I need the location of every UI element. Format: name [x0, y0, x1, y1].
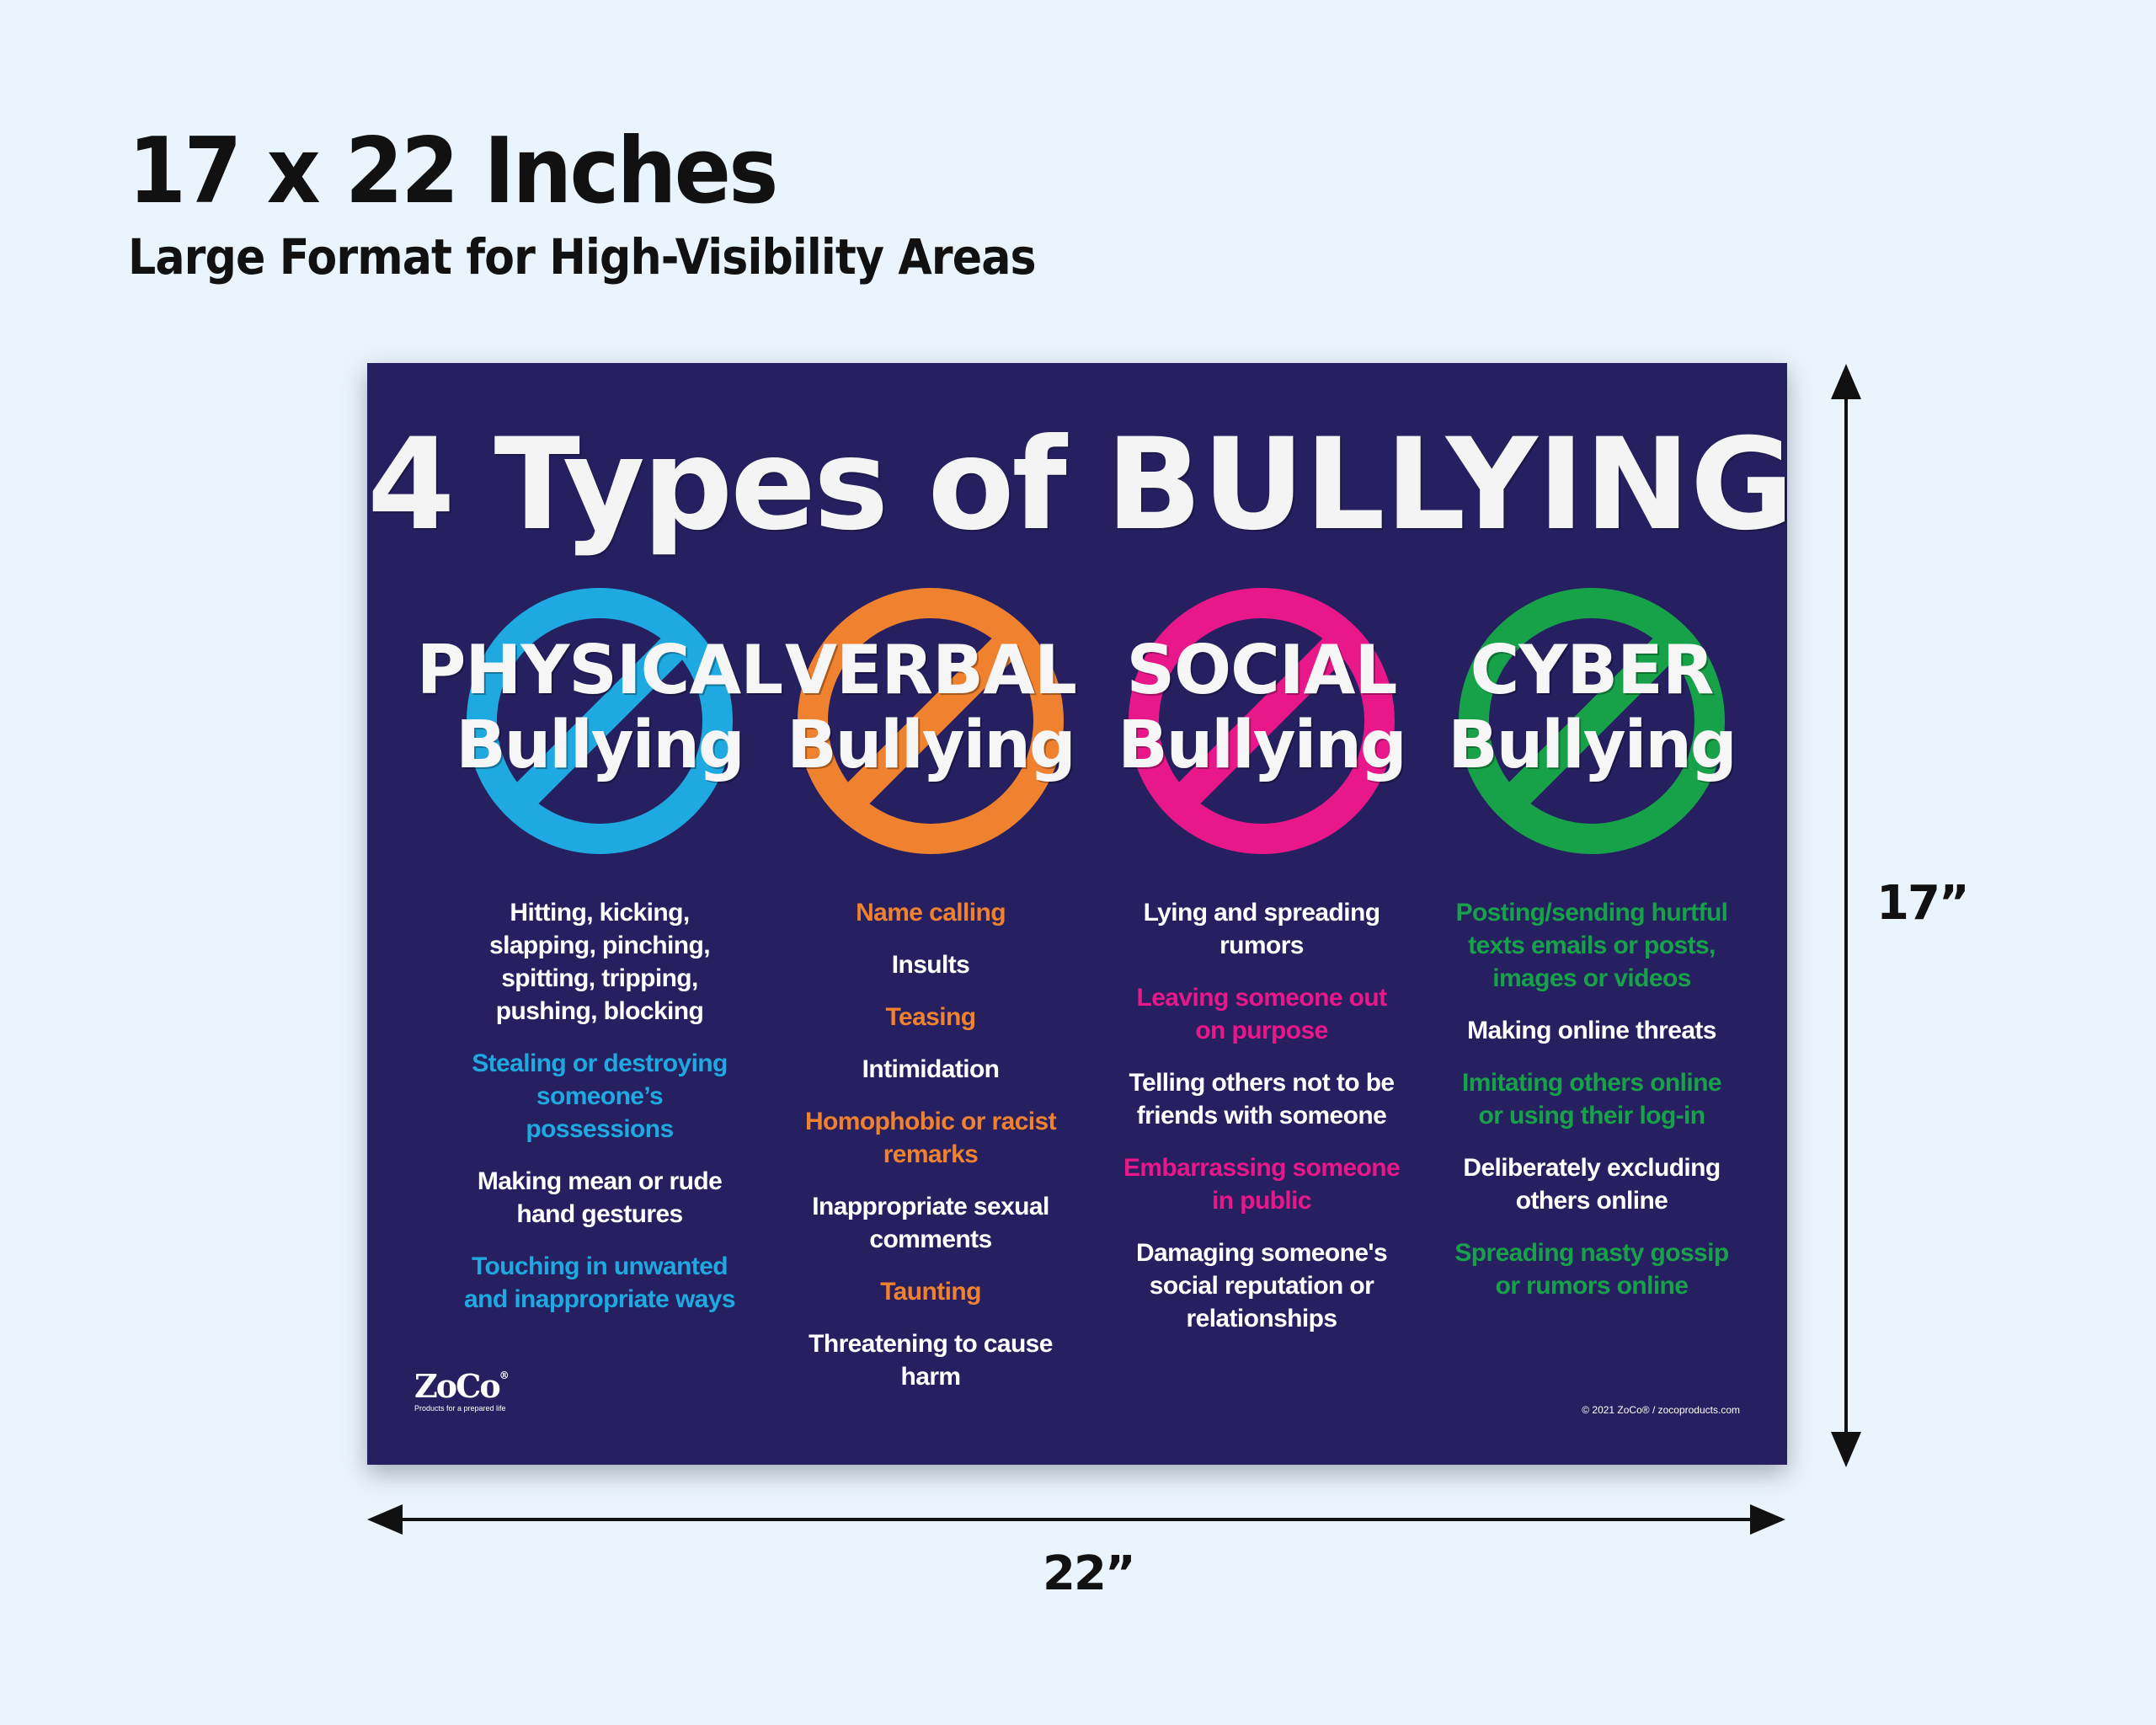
- bullying-example: Imitating others online or using their l…: [1462, 1069, 1721, 1130]
- column-verbal: VERBAL Bullying Name calling Insults Teasing…: [766, 586, 1096, 1413]
- bullying-examples: Name calling Insults Teasing Intimidation Ho…: [766, 896, 1096, 1393]
- poster-title-part1: 4 Types of: [367, 412, 1067, 558]
- prohibition-icon: [467, 588, 733, 854]
- bullying-example: Touching in unwanted and inappropriate w…: [464, 1252, 735, 1313]
- copyright-notice: © 2021 ZoCo® / zocoproducts.com: [1582, 1404, 1740, 1416]
- column-social: SOCIAL Bullying Lying and spreading rumors…: [1097, 586, 1427, 1354]
- bullying-example: Making mean or rude hand gestures: [477, 1167, 723, 1228]
- size-title: 17 x 22 Inches: [128, 119, 778, 224]
- bullying-examples: Lying and spreading rumors Leaving someon…: [1097, 896, 1427, 1335]
- poster-title: 4 Types of BULLYING: [367, 422, 1787, 548]
- prohibition-icon: [1129, 588, 1395, 854]
- bullying-type-sub: Bullying: [787, 708, 1075, 783]
- zoco-logo: ZoCo® Products for a prepared life: [414, 1367, 510, 1413]
- bullying-example: Telling others not to be friends with so…: [1129, 1069, 1395, 1130]
- height-arrow: [1831, 364, 1861, 1467]
- bullying-example: Threatening to cause harm: [808, 1330, 1053, 1391]
- height-label: 17”: [1876, 876, 1970, 931]
- no-symbol-badge: VERBAL Bullying: [766, 586, 1096, 873]
- bullying-example: Stealing or destroying someone’s possess…: [472, 1049, 728, 1143]
- poster-title-part2: BULLYING: [1106, 412, 1787, 558]
- prohibition-icon: [798, 588, 1064, 854]
- bullying-example: Taunting: [880, 1278, 981, 1306]
- no-symbol-badge: SOCIAL Bullying: [1097, 586, 1427, 873]
- bullying-example: Teasing: [885, 1003, 977, 1031]
- bullying-type-sub: Bullying: [1118, 708, 1406, 783]
- logo-tagline: Products for a prepared life: [414, 1404, 506, 1413]
- bullying-examples: Posting/sending hurtful texts emails or …: [1427, 896, 1757, 1302]
- poster: 4 Types of BULLYING PHYSICAL Bullying Hitt…: [367, 363, 1787, 1465]
- bullying-example: Insults: [891, 951, 970, 979]
- logo-registered: ®: [499, 1370, 510, 1381]
- bullying-example: Leaving someone out on purpose: [1136, 984, 1388, 1044]
- bullying-example: Making online threats: [1467, 1017, 1716, 1044]
- bullying-example: Posting/sending hurtful texts emails or …: [1455, 899, 1728, 992]
- bullying-example: Intimidation: [862, 1055, 1000, 1083]
- bullying-example: Embarrassing someone in public: [1123, 1154, 1401, 1215]
- size-subtitle: Large Format for High-Visibility Areas: [128, 228, 1037, 286]
- bullying-example: Deliberately excluding others online: [1463, 1154, 1721, 1215]
- bullying-example: Lying and spreading rumors: [1143, 899, 1380, 959]
- bullying-type-sub: Bullying: [1448, 708, 1737, 783]
- width-label: 22”: [1043, 1546, 1136, 1601]
- width-arrow: [367, 1504, 1785, 1535]
- bullying-type-label: PHYSICAL: [416, 631, 784, 709]
- bullying-example: Inappropriate sexual comments: [812, 1193, 1049, 1253]
- bullying-type-label: CYBER: [1470, 631, 1715, 709]
- column-cyber: CYBER Bullying Posting/sending hurtful tex…: [1427, 586, 1757, 1322]
- size-heading: 17 x 22 Inches Large Format for High-Vis…: [128, 119, 1136, 286]
- bullying-example: Name calling: [856, 899, 1006, 927]
- bullying-example: Hitting, kicking, slapping, pinching, sp…: [489, 899, 711, 1025]
- bullying-examples: Hitting, kicking, slapping, pinching, sp…: [435, 896, 765, 1316]
- bullying-type-label: SOCIAL: [1126, 631, 1398, 709]
- no-symbol-badge: CYBER Bullying: [1427, 586, 1757, 873]
- no-symbol-badge: PHYSICAL Bullying: [417, 586, 783, 873]
- bullying-types: PHYSICAL Bullying Hitting, kicking, slappi…: [367, 586, 1787, 1391]
- logo-word: ZoCo: [414, 1367, 501, 1405]
- bullying-example: Damaging someone's social reputation or …: [1135, 1239, 1388, 1332]
- bullying-type-label: VERBAL: [784, 631, 1077, 709]
- prohibition-icon: [1459, 588, 1725, 854]
- bullying-type-sub: Bullying: [456, 708, 744, 783]
- column-physical: PHYSICAL Bullying Hitting, kicking, slappi…: [417, 586, 783, 1335]
- bullying-example: Homophobic or racist remarks: [804, 1108, 1057, 1168]
- bullying-example: Spreading nasty gossip or rumors online: [1454, 1239, 1729, 1300]
